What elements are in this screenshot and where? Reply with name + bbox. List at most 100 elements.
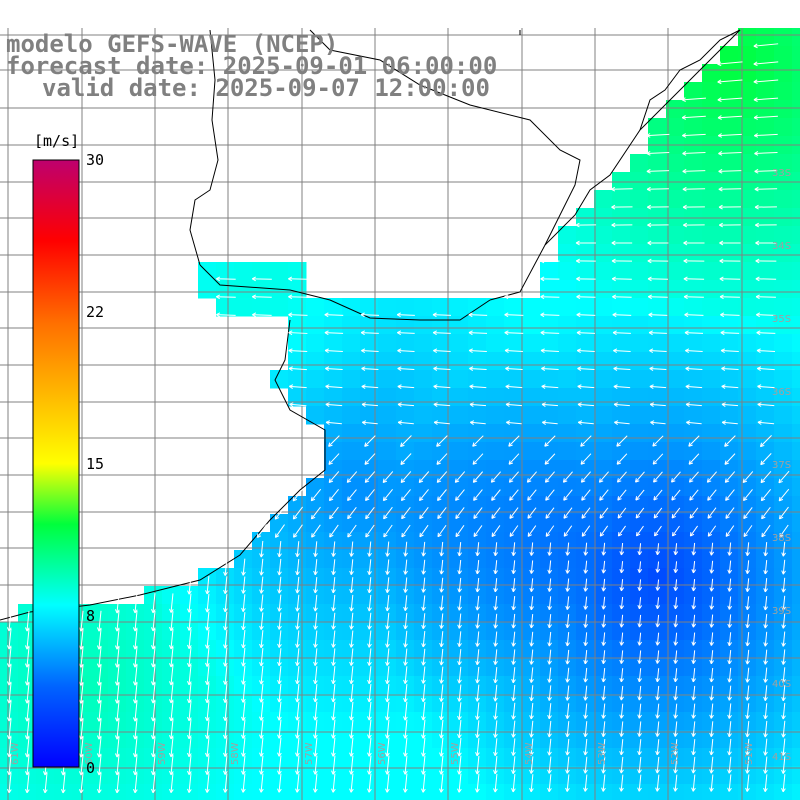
field-cell [108,766,127,785]
field-cell [432,622,451,641]
field-cell [252,532,271,551]
wind-arrow [493,720,498,738]
field-cell [792,658,800,677]
field-cell [720,172,739,191]
field-cell [792,424,800,443]
field-cell [666,316,685,335]
wind-arrow [403,755,408,775]
wind-arrow [223,594,228,613]
field-cell [792,784,800,800]
field-cell [540,676,559,695]
field-cell [306,622,325,641]
field-cell [648,226,667,245]
field-cell [486,586,505,605]
wind-arrow [709,560,715,574]
field-cell [576,622,595,641]
field-cell [414,496,433,515]
field-cell [612,730,631,749]
field-cell [396,424,415,443]
wind-arrow [637,703,642,719]
wind-arrow [433,348,451,354]
field-cell [558,352,577,371]
wind-arrow [293,524,303,538]
wind-arrow [577,420,594,425]
wind-arrow [259,576,264,594]
field-cell [270,730,289,749]
field-cell [324,586,343,605]
field-cell [396,514,415,533]
field-cell [378,370,397,389]
wind-arrow [580,453,592,465]
field-cell [360,370,379,389]
field-cell [504,586,523,605]
field-cell [576,352,595,371]
wind-arrow [400,435,412,447]
wind-arrow [401,506,411,520]
lat-label: 40S [772,679,791,690]
lat-label: 38S [772,533,791,544]
field-cell [378,622,397,641]
field-cell [720,514,739,533]
wind-arrow [601,596,607,610]
wind-arrow [313,701,318,721]
wind-arrow [754,151,778,156]
field-cell [360,352,379,371]
lon-label: 61W [10,742,21,765]
field-cell [504,748,523,767]
field-cell [756,28,775,47]
wind-arrow [331,541,336,557]
wind-arrow [565,542,571,556]
field-cell [738,460,757,479]
field-cell [720,568,739,587]
wind-arrow [349,701,354,721]
field-cell [684,460,703,479]
field-cell [720,280,739,299]
wind-arrow [511,631,516,647]
field-cell [558,370,577,389]
field-cell [720,352,739,371]
wind-arrow [781,738,786,756]
field-cell [756,640,775,659]
colorbar-tick-0: 0 [86,759,96,777]
wind-arrow [745,578,751,592]
field-cell [666,352,685,371]
field-cell [504,478,523,497]
field-cell [378,316,397,335]
field-cell [684,442,703,461]
field-cell [666,640,685,659]
wind-arrow [529,774,534,793]
wind-arrow [583,774,588,792]
field-cell [558,244,577,263]
wind-arrow [475,666,480,684]
wind-arrow [472,471,484,483]
wind-arrow [187,755,192,775]
wind-arrow [526,471,537,483]
field-cell [180,712,199,731]
field-cell [504,496,523,515]
wind-arrow [114,646,120,668]
field-cell [576,226,595,245]
field-cell [144,712,163,731]
field-cell [630,244,649,263]
field-cell [342,604,361,623]
lat-label: 41S [772,752,791,763]
wind-arrow [673,685,678,701]
wind-arrow [362,420,378,425]
field-cell [756,460,775,479]
wind-arrow [637,561,643,573]
field-cell [576,532,595,551]
field-cell [720,100,739,119]
field-cell [666,604,685,623]
wind-arrow [611,186,633,192]
wind-arrow [360,330,379,336]
wind-arrow [150,610,156,632]
wind-arrow [325,384,343,389]
field-cell [360,406,379,425]
field-cell [702,100,721,119]
wind-arrow [6,610,12,632]
field-cell [720,190,739,209]
colorbar-unit: [m/s] [34,132,80,150]
field-cell [486,712,505,731]
wind-arrow [619,721,624,737]
wind-arrow [717,97,743,102]
